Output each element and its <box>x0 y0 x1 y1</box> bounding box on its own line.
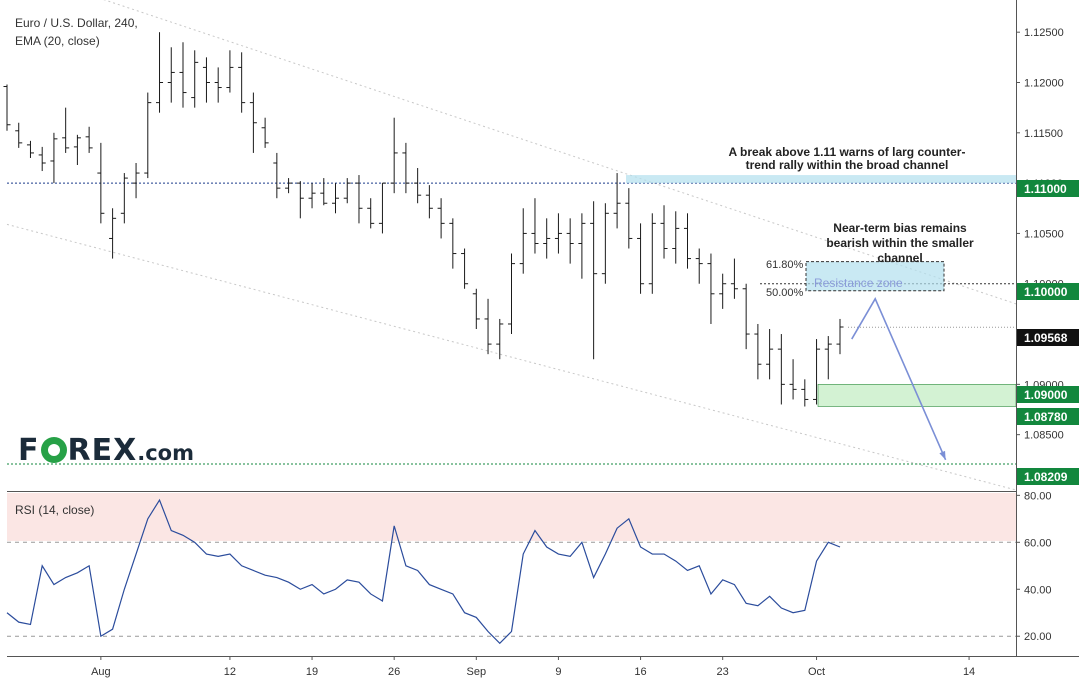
logo-suffix: .com <box>137 441 194 465</box>
forex-logo: F REX.com <box>18 434 194 470</box>
candle-layer <box>3 32 947 461</box>
rsi-tick-label: 40.00 <box>1024 584 1052 596</box>
badge-last-bg <box>1017 329 1079 346</box>
badge-10821: 1.08209 <box>1024 470 1068 484</box>
rsi-label: RSI (14, close) <box>15 503 94 517</box>
resistance-zone <box>805 261 945 292</box>
badge-1100: 1.10000 <box>1024 285 1068 299</box>
projection-path <box>851 297 947 461</box>
upper-band-zone <box>626 175 1016 184</box>
time-tick-label: Oct <box>808 666 825 678</box>
rsi-tick-label: 20.00 <box>1024 631 1052 643</box>
rsi-tick-label: 80.00 <box>1024 490 1052 502</box>
logo-letters-rex: REX <box>67 433 138 468</box>
badge-1110: 1.11000 <box>1024 182 1067 196</box>
logo-letter-f: F <box>18 433 40 468</box>
badge-1090: 1.09000 <box>1024 388 1068 402</box>
price-tick-label: 1.08500 <box>1024 430 1064 442</box>
time-tick-label: Sep <box>467 666 487 678</box>
bias-note-line-2: bearish within the smaller <box>826 236 974 250</box>
price-tick-label: 1.11500 <box>1024 128 1063 140</box>
badge-10878-bg <box>1017 408 1079 425</box>
break-note-line-1: A break above 1.11 warns of larg counter… <box>729 145 966 159</box>
fib-618-label: 61.80% <box>766 259 804 271</box>
time-tick-label: 23 <box>717 666 729 678</box>
time-tick-label: Aug <box>91 666 111 678</box>
time-tick-label: 16 <box>634 666 646 678</box>
time-tick-label: 12 <box>224 666 236 678</box>
badge-10878: 1.08780 <box>1024 410 1068 424</box>
projection-arrowhead <box>939 450 946 460</box>
badge-last-price: 1.09568 <box>1024 331 1068 345</box>
ema-label: EMA (20, close) <box>15 34 100 48</box>
rsi-line <box>6 498 841 645</box>
resistance-zone-label: Resistance zone <box>814 276 903 290</box>
bias-note-line-3: channel <box>877 251 922 265</box>
badge-10821-bg <box>1017 468 1079 485</box>
channel-line <box>103 0 1017 305</box>
rsi-layer <box>6 498 841 645</box>
price-tick-label: 1.12000 <box>1024 77 1064 89</box>
badge-1100-bg <box>1017 283 1079 300</box>
logo-o-icon <box>40 437 67 463</box>
channel-line <box>6 223 1017 491</box>
bias-note-line-1: Near-term bias remains <box>833 221 967 235</box>
fib-50-label: 50.00% <box>766 287 804 299</box>
rsi-overbought-shade <box>7 493 1016 541</box>
price-tick-label: 1.12500 <box>1024 27 1064 39</box>
time-tick-label: 19 <box>306 666 318 678</box>
badge-1110-bg <box>1017 180 1079 197</box>
badge-1090-bg <box>1017 386 1079 403</box>
symbol-title: Euro / U.S. Dollar, 240, <box>15 16 138 30</box>
price-badges: 1.11000 1.10000 1.09568 1.09000 1.08780 … <box>1017 180 1079 485</box>
time-tick-label: 9 <box>555 666 561 678</box>
time-tick-label: 14 <box>963 666 975 678</box>
time-tick-label: 26 <box>388 666 400 678</box>
rsi-tick-label: 60.00 <box>1024 537 1052 549</box>
break-note-line-2: trend rally within the broad channel <box>746 158 949 172</box>
price-tick-label: 1.10500 <box>1024 228 1064 240</box>
